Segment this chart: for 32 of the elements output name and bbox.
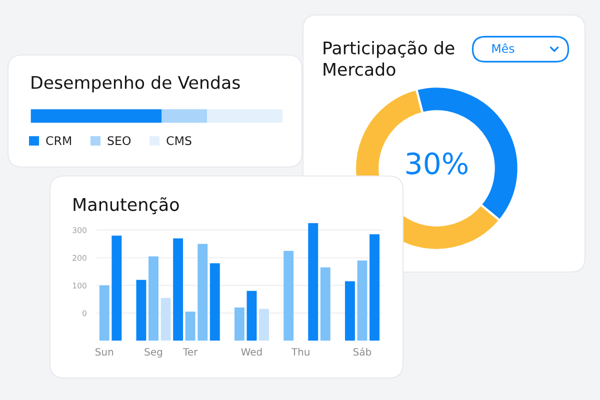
bar (210, 263, 220, 341)
bar (136, 280, 146, 341)
legend-label: CRM (46, 136, 72, 146)
bar (234, 308, 244, 341)
x-tick-label: Seg (144, 348, 162, 358)
bar (112, 236, 122, 341)
bar (370, 234, 380, 341)
bar (284, 250, 294, 341)
bar (148, 256, 158, 341)
bar (198, 244, 208, 341)
chart-title: Manutenção (74, 197, 179, 214)
bar (185, 312, 196, 341)
bar (308, 223, 318, 341)
x-tick-label: Sun (96, 348, 114, 356)
chart-title: Desempenho de Vendas (32, 76, 240, 92)
bar (259, 308, 269, 341)
bar (344, 281, 355, 341)
legend-label: CMS (166, 136, 192, 146)
bar (160, 298, 171, 341)
bar (320, 267, 330, 341)
bar (173, 238, 184, 341)
x-tick-label: Sáb (353, 348, 372, 356)
x-tick-label: Ter (182, 348, 198, 356)
bar (357, 260, 368, 341)
chart-title: Participação de Mercado (324, 40, 454, 76)
legend-label: SEO (108, 136, 131, 146)
bar (99, 285, 110, 341)
bar (246, 290, 257, 341)
text: 30% (406, 152, 468, 174)
text: Mês (492, 43, 514, 53)
x-tick-label: Wed (241, 348, 262, 356)
x-tick-label: Thu (291, 348, 310, 356)
